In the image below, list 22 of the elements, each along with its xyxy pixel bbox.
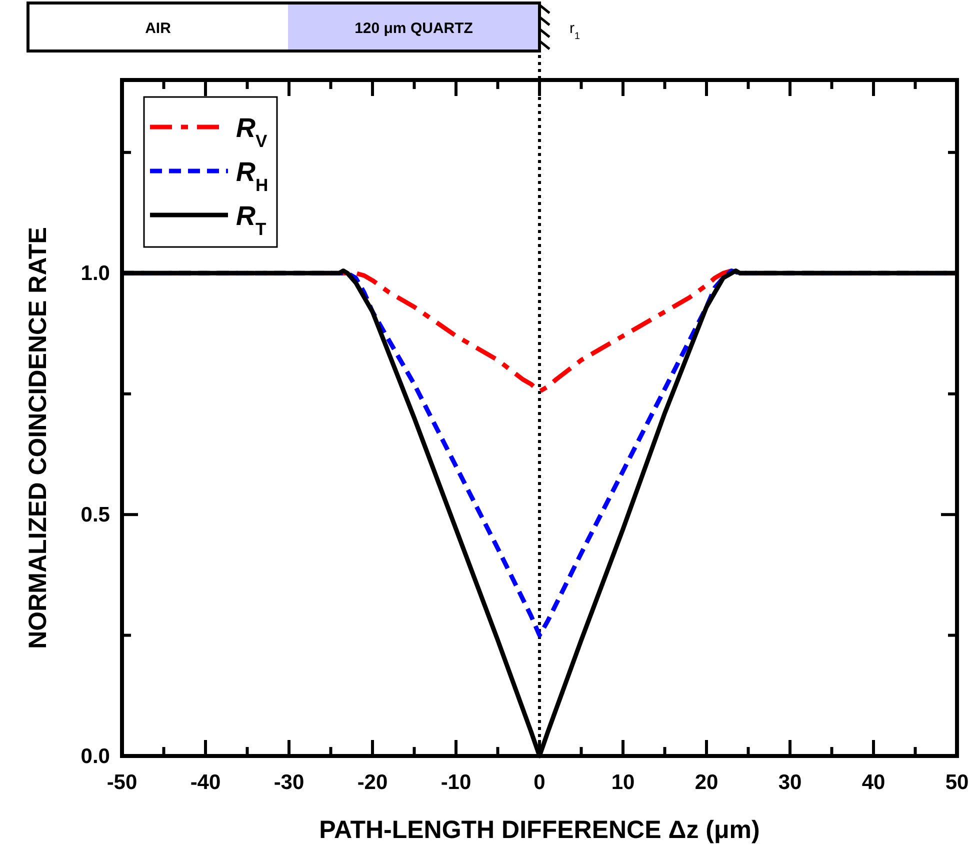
y-tick-label: 0.0 xyxy=(80,745,110,768)
x-tick-label: 30 xyxy=(778,771,802,794)
x-tick-label: -30 xyxy=(274,771,304,794)
legend-label: R$_{T}$ xyxy=(236,201,266,239)
x-tick-label: 10 xyxy=(611,771,635,794)
text: AIR xyxy=(145,20,172,37)
y-tick-label: 1.0 xyxy=(80,262,110,286)
legend-label: R$_{H}$ xyxy=(236,157,268,195)
legend-label: R$_{V}$ xyxy=(236,113,268,151)
x-tick-label: 0 xyxy=(534,771,546,794)
x-tick-label: 50 xyxy=(945,771,969,794)
x-tick-label: -40 xyxy=(190,771,221,794)
x-tick-label: 40 xyxy=(862,771,886,794)
x-tick-label: -10 xyxy=(440,771,472,794)
x-tick-label: 20 xyxy=(694,771,718,794)
y-tick-label: 0.5 xyxy=(80,504,110,527)
x-axis-title: PATH-LENGTH DIFFERENCE Δz (μm) xyxy=(319,816,760,844)
text: r$_{1}$ xyxy=(570,20,580,42)
x-tick-label: -50 xyxy=(106,771,138,794)
x-tick-label: -20 xyxy=(357,771,388,794)
text: 120 μm QUARTZ xyxy=(354,20,473,37)
y-axis-title: NORMALIZED COINCIDENCE RATE xyxy=(24,227,52,649)
